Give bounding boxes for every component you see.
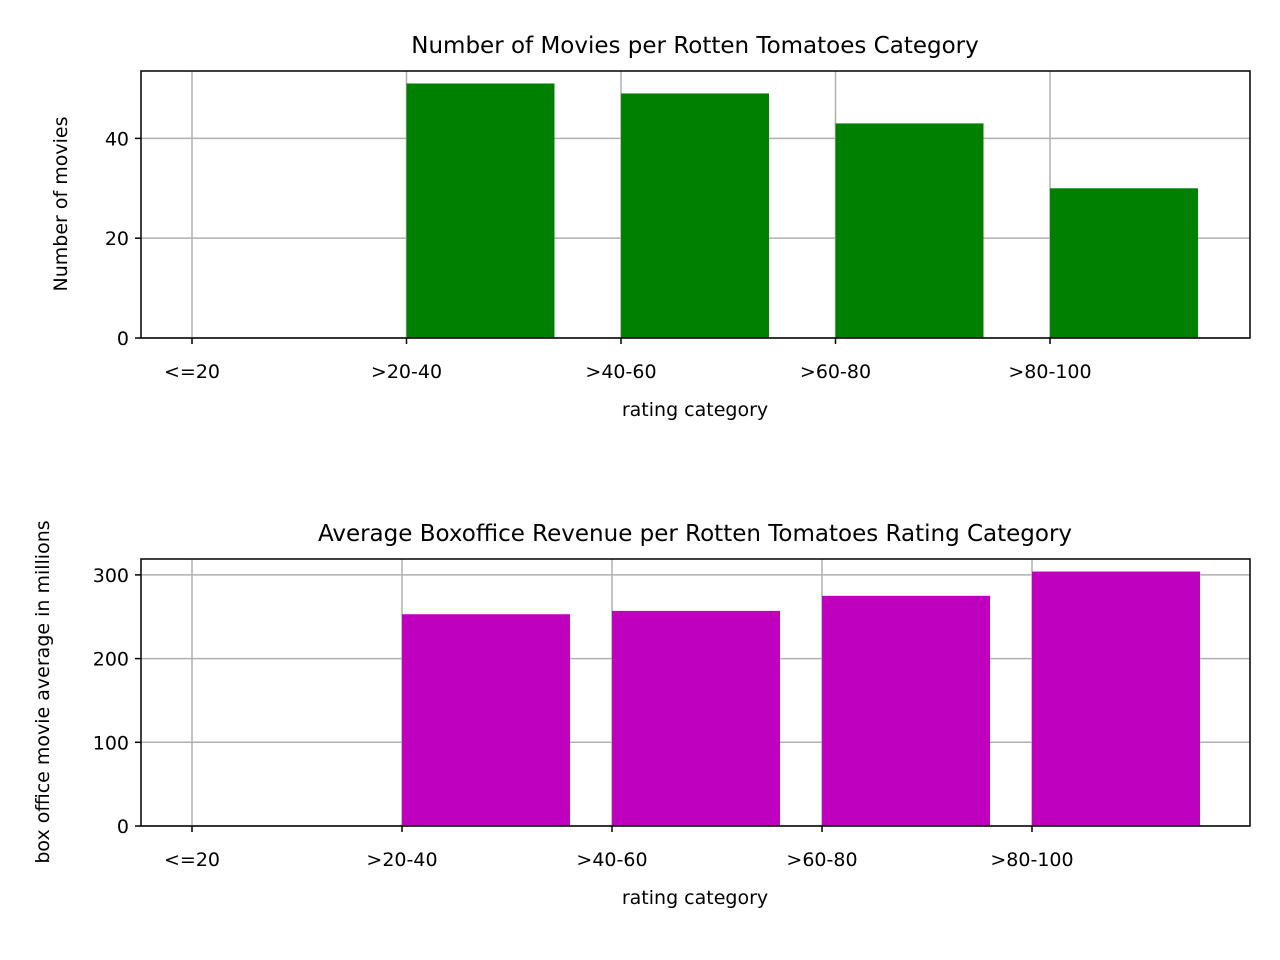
y-tick-label: 20 (105, 228, 129, 250)
x-tick-label: >20-40 (366, 849, 437, 871)
y-axis-label: Number of movies (50, 117, 72, 292)
bar (406, 83, 555, 338)
x-tick-label: <=20 (164, 361, 220, 383)
bar (402, 614, 570, 826)
boxoffice-revenue-chart: Average Boxoffice Revenue per Rotten Tom… (32, 520, 1251, 909)
bar-series (402, 571, 1200, 826)
movie-count-chart: Number of Movies per Rotten Tomatoes Cat… (50, 33, 1251, 421)
bar-series (406, 83, 1198, 338)
chart-title: Number of Movies per Rotten Tomatoes Cat… (411, 33, 978, 59)
y-tick-labels: 0 100 200 300 (93, 565, 141, 838)
x-tick-label: >80-100 (990, 849, 1073, 871)
y-tick-label: 40 (105, 128, 129, 150)
x-tick-label: <=20 (164, 849, 220, 871)
chart-title: Average Boxoffice Revenue per Rotten Tom… (318, 521, 1072, 547)
y-tick-label: 0 (117, 328, 129, 350)
y-tick-labels: 0 20 40 (105, 128, 141, 350)
x-tick-label: >60-80 (800, 361, 871, 383)
x-tick-label: >80-100 (1008, 361, 1091, 383)
x-tick-labels: <=20 >20-40 >40-60 >60-80 >80-100 (164, 338, 1092, 383)
x-tick-label: >20-40 (371, 361, 442, 383)
bar (612, 610, 780, 826)
bar (1050, 188, 1198, 338)
y-tick-label: 100 (93, 732, 129, 754)
bar (1032, 571, 1200, 826)
y-axis-label: box office movie average in millions (32, 520, 54, 863)
y-tick-label: 200 (93, 649, 129, 671)
bar (835, 123, 984, 338)
x-axis-label: rating category (622, 887, 768, 909)
x-tick-label: >40-60 (576, 849, 647, 871)
plot-frame (140, 70, 1251, 339)
bar (621, 93, 769, 338)
x-axis-label: rating category (622, 399, 768, 421)
y-tick-label: 0 (117, 816, 129, 838)
plot-frame (140, 558, 1251, 827)
bar (822, 595, 990, 826)
y-tick-label: 300 (93, 565, 129, 587)
x-tick-label: >40-60 (585, 361, 656, 383)
x-tick-labels: <=20 >20-40 >40-60 >60-80 >80-100 (164, 826, 1074, 871)
x-tick-label: >60-80 (786, 849, 857, 871)
